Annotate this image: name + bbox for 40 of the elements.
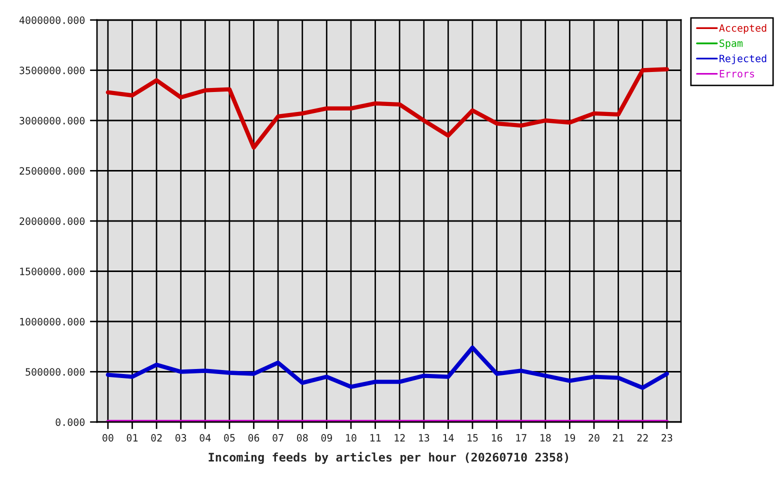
line-series [106, 346, 669, 390]
legend-label: Errors [720, 70, 754, 78]
x-tick-label: 15 [468, 434, 478, 442]
x-tick-label: 04 [200, 434, 211, 442]
y-tick-label: 500000.000 [26, 368, 85, 376]
y-tick-label: 3000000.000 [20, 116, 85, 124]
x-tick-label: 23 [662, 434, 672, 442]
y-tick-label: 1500000.000 [20, 268, 85, 276]
x-tick-label: 21 [613, 434, 624, 442]
x-tick-label: 20 [588, 434, 600, 442]
x-tick-label: 22 [637, 434, 648, 442]
x-tick-label: 09 [321, 434, 332, 442]
x-tick-label: 12 [394, 434, 405, 442]
x-tick-label: 05 [224, 434, 235, 442]
x-tick-label: 11 [370, 434, 381, 442]
x-tick-label: 06 [248, 434, 260, 442]
x-tick-label: 16 [492, 434, 502, 442]
line-series [106, 67, 669, 150]
y-tick-label: 2500000.000 [20, 167, 85, 175]
y-tick-label: 2000000.000 [20, 217, 85, 225]
x-tick-label: 18 [540, 434, 551, 442]
legend-label: Accepted [719, 24, 766, 34]
x-tick-label: 10 [346, 434, 356, 442]
x-tick-label: 07 [272, 434, 284, 442]
x-tick-label: 01 [126, 434, 138, 442]
y-tick-label: 4000000.000 [19, 16, 85, 24]
x-tick-label: 00 [102, 434, 114, 442]
x-tick-label: 03 [175, 434, 186, 442]
x-tick-label: 17 [516, 434, 526, 442]
y-tick-label: 3500000.000 [20, 66, 85, 74]
y-tick-label: 0.000 [56, 418, 85, 426]
x-axis-title: Incoming feeds by articles per hour (20260710 2358) [208, 452, 568, 464]
y-tick-label: 1000000.000 [20, 318, 85, 326]
x-tick-label: 08 [296, 434, 308, 442]
legend-label: Rejected [720, 54, 766, 64]
x-tick-label: 19 [564, 434, 576, 442]
legend-label: Spam [720, 39, 743, 49]
x-tick-label: 13 [419, 434, 430, 442]
x-tick-label: 02 [151, 434, 162, 442]
x-tick-label: 14 [443, 434, 454, 442]
